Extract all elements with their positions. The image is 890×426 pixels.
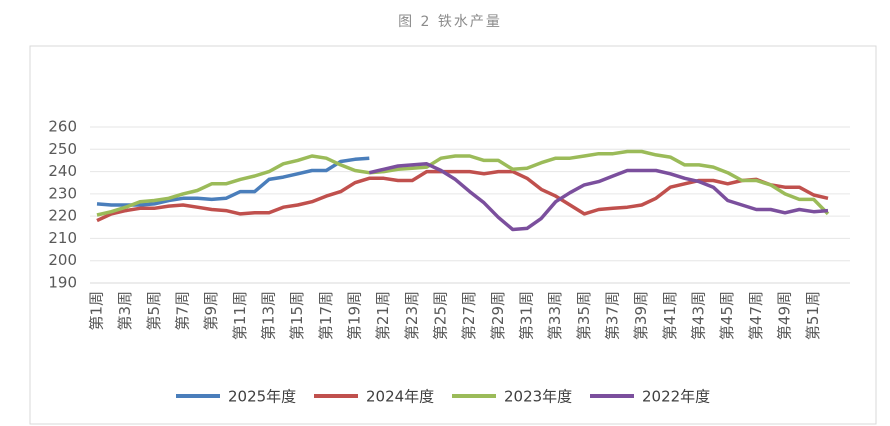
x-tick-label: 第43周 (690, 291, 708, 340)
legend-label: 2024年度 (366, 388, 434, 406)
x-tick-label: 第35周 (575, 291, 593, 340)
y-tick-label: 230 (48, 184, 77, 202)
x-tick-label: 第9周 (202, 291, 220, 331)
x-tick-label: 第11周 (231, 291, 249, 340)
x-tick-label: 第33周 (546, 291, 564, 340)
x-tick-label: 第45周 (718, 291, 736, 340)
y-tick-label: 190 (48, 274, 77, 292)
legend-label: 2025年度 (228, 388, 296, 406)
y-tick-label: 200 (48, 251, 77, 269)
chart-frame (29, 45, 877, 425)
y-tick-label: 240 (48, 162, 77, 180)
x-tick-label: 第41周 (661, 291, 679, 340)
x-tick-label: 第5周 (145, 291, 163, 331)
series-line (368, 162, 829, 232)
y-tick-label: 220 (48, 207, 77, 225)
series-line (96, 149, 830, 217)
y-tick-label: 250 (48, 140, 77, 158)
series-line (96, 156, 370, 207)
x-tick-label: 第31周 (518, 291, 536, 340)
x-tick-label: 第51周 (804, 291, 822, 340)
x-tick-label: 第27周 (460, 291, 478, 340)
x-tick-label: 第19周 (346, 291, 364, 340)
series-line (96, 169, 829, 223)
x-tick-label: 第25周 (432, 291, 450, 340)
x-tick-label: 第1周 (88, 291, 106, 331)
x-tick-label: 第3周 (116, 291, 134, 331)
x-tick-label: 第23周 (403, 291, 421, 340)
x-tick-label: 第17周 (317, 291, 335, 340)
legend-label: 2022年度 (642, 388, 710, 406)
x-tick-label: 第47周 (747, 291, 765, 340)
y-tick-label: 260 (48, 118, 77, 136)
x-tick-label: 第13周 (260, 291, 278, 340)
x-tick-label: 第49周 (776, 291, 794, 340)
x-tick-label: 第15周 (288, 291, 306, 340)
y-tick-label: 210 (48, 229, 77, 247)
x-tick-label: 第29周 (489, 291, 507, 340)
chart-title: 图 2 铁水产量 (398, 14, 502, 30)
x-tick-label: 第21周 (374, 291, 392, 340)
x-tick-label: 第39周 (632, 291, 650, 340)
legend-label: 2023年度 (504, 388, 572, 406)
x-tick-label: 第7周 (174, 291, 192, 331)
x-tick-label: 第37周 (604, 291, 622, 340)
